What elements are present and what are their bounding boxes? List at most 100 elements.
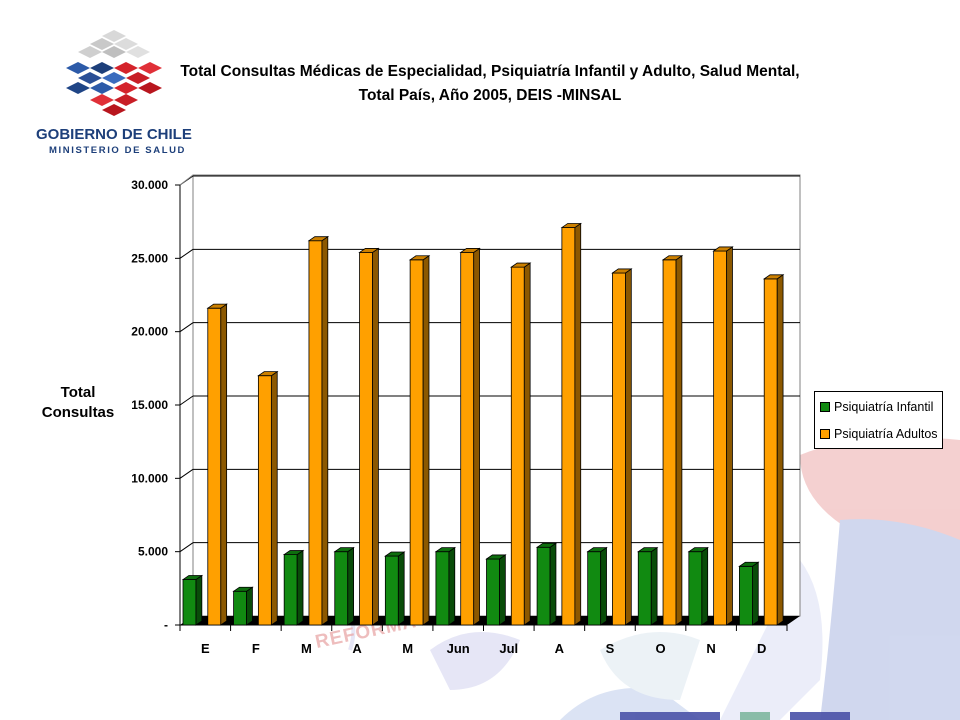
logo-subtitle: MINISTERIO DE SALUD (49, 145, 187, 156)
y-tick-label: 10.000 (131, 471, 168, 485)
bar-top (181, 575, 204, 580)
x-tick-label: N (706, 641, 715, 656)
x-tick-label: A (352, 641, 362, 656)
bar-adultos (409, 259, 424, 626)
bar-side (422, 254, 430, 626)
bar-side (448, 546, 456, 626)
bar-side (675, 254, 683, 626)
bar-side (372, 247, 379, 626)
bar-top (358, 248, 380, 253)
bar-side (650, 546, 658, 626)
x-tick-label: M (402, 641, 413, 656)
x-tick-label: A (555, 641, 565, 656)
bar-top (510, 262, 532, 268)
legend-swatch-infantil (820, 402, 830, 412)
bar-top (586, 547, 608, 553)
bar-adultos (257, 375, 272, 626)
y-tick-label: 30.000 (131, 178, 168, 192)
y-tick-label: 15.000 (131, 398, 168, 412)
y-tick-label: - (164, 618, 168, 632)
bar-top (408, 255, 431, 261)
bar-adultos (612, 272, 626, 626)
bar-side (625, 268, 632, 626)
bar-side (574, 222, 582, 626)
y-tick-label: 5.000 (138, 545, 168, 559)
chart-title-line-1: Total Consultas Médicas de Especialidad,… (180, 63, 800, 80)
bar-adultos (359, 252, 373, 626)
bar-adultos (713, 250, 728, 626)
chart-title: Total Consultas Médicas de Especialidad,… (180, 60, 800, 108)
bar-top (206, 303, 228, 309)
bar-adultos (207, 307, 222, 626)
bar-top (485, 554, 507, 560)
legend-label-adultos: Psiquiatría Adultos (834, 427, 938, 441)
bar-top (560, 223, 583, 228)
legend-swatch-adultos (820, 429, 830, 439)
bar-top (636, 547, 659, 553)
bar-infantil (283, 554, 298, 626)
bar-top (687, 547, 709, 553)
bar-adultos (308, 240, 323, 626)
x-tick-label: Jul (499, 641, 518, 656)
bar-infantil (637, 551, 652, 626)
bar-infantil (233, 590, 247, 626)
bar-top (333, 547, 355, 553)
bar-top (762, 274, 785, 280)
gridline-side (179, 395, 194, 406)
bar-top (738, 561, 760, 567)
logo-title: GOBIERNO DE CHILE (36, 126, 192, 143)
bar-top (282, 550, 305, 555)
bar-side (195, 574, 203, 626)
gridline-side (179, 248, 194, 259)
gridline-side (179, 468, 194, 479)
bar-side (270, 370, 278, 626)
y-axis-label-line-2: Consultas (41, 404, 115, 421)
bar-infantil (182, 579, 197, 626)
legend-item-adultos: Psiquiatría Adultos (820, 427, 938, 441)
chart-title-line-2: Total País, Año 2005, DEIS -MINSAL (358, 87, 622, 104)
bar-infantil (384, 555, 399, 626)
bar-adultos (561, 227, 576, 626)
bar-side (752, 561, 759, 626)
x-tick-label: E (201, 641, 210, 656)
bar-side (726, 246, 733, 626)
bar-top (459, 248, 481, 253)
x-tick-label: M (301, 641, 312, 656)
bar-top (611, 268, 633, 274)
y-axis-label: Total Consultas (28, 383, 128, 423)
bar-adultos (510, 266, 525, 626)
bar-side (776, 274, 784, 626)
x-tick-label: D (757, 641, 766, 656)
bar-adultos (662, 259, 677, 626)
bar-side (523, 262, 531, 626)
bar-side (701, 546, 709, 626)
legend-item-infantil: Psiquiatría Infantil (820, 400, 933, 414)
gridline-side (179, 322, 194, 333)
bar-side (246, 586, 253, 626)
bar-top (232, 586, 254, 592)
bar-adultos (763, 278, 778, 626)
bar-infantil (486, 558, 500, 626)
gobierno-de-chile-logo (66, 30, 162, 116)
x-tick-label: S (606, 641, 615, 656)
gridline-side (179, 542, 194, 553)
bar-side (321, 235, 329, 626)
bar-side (499, 554, 506, 626)
bar-side (600, 546, 607, 626)
bar-top (535, 542, 558, 548)
bar-infantil (334, 551, 349, 626)
bar-top (257, 371, 279, 377)
side-wall-edge (179, 174, 194, 186)
x-tick-label: F (252, 641, 260, 656)
bar-side (220, 303, 228, 626)
bar-top (661, 255, 684, 261)
bar-side (549, 542, 557, 626)
y-axis-label-line-1: Total (60, 384, 96, 401)
bar-infantil (688, 551, 703, 626)
bar-side (397, 551, 405, 626)
x-tick-label: Jun (447, 641, 470, 656)
bar-adultos (460, 252, 475, 626)
bar-infantil (587, 551, 602, 626)
